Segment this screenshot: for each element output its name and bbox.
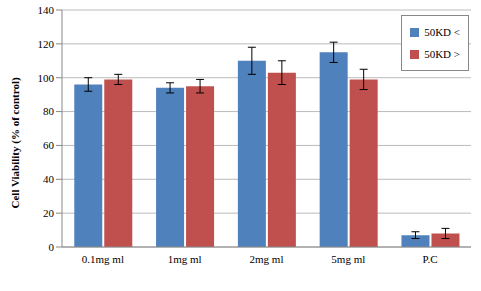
svg-text:0: 0 (49, 241, 55, 253)
svg-text:80: 80 (43, 105, 55, 117)
svg-text:100: 100 (38, 72, 55, 84)
svg-text:40: 40 (43, 173, 55, 185)
svg-text:P.C: P.C (423, 253, 438, 265)
svg-text:0.1mg ml: 0.1mg ml (82, 253, 124, 265)
svg-text:120: 120 (38, 38, 55, 50)
html-text:50KD <: 50KD < (424, 26, 460, 38)
svg-text:60: 60 (43, 139, 55, 151)
html-text:50KD >: 50KD > (424, 48, 460, 60)
svg-text:Cell Viability (% of control): Cell Viability (% of control) (9, 77, 22, 209)
svg-text:2mg ml: 2mg ml (250, 253, 284, 265)
svg-text:1mg ml: 1mg ml (168, 253, 202, 265)
svg-text:140: 140 (38, 4, 55, 16)
svg-text:5mg ml: 5mg ml (331, 253, 365, 265)
svg-text:20: 20 (43, 207, 55, 219)
